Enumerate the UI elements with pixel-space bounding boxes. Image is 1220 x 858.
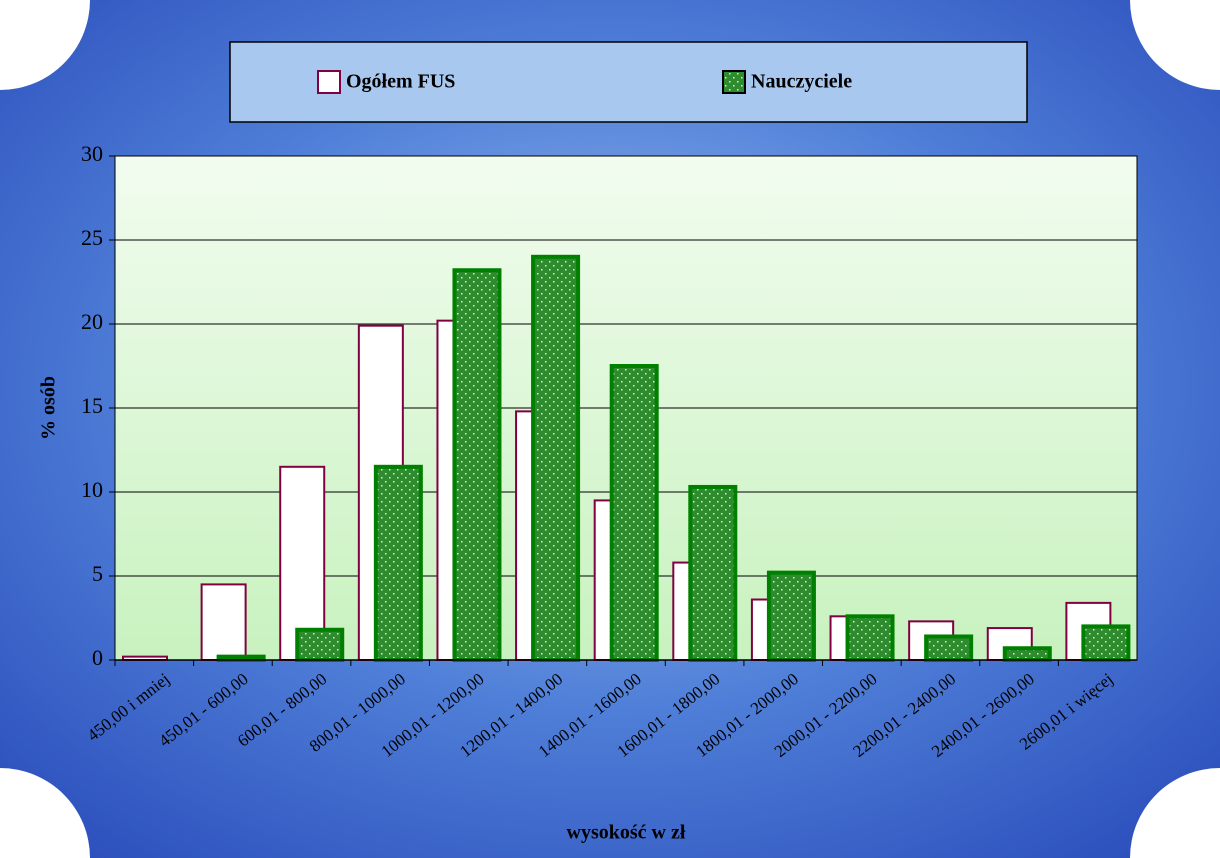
legend-label: Nauczyciele (751, 71, 852, 93)
legend-swatch (722, 70, 746, 94)
y-tick-label: 30 (81, 141, 103, 166)
y-tick-label: 5 (92, 561, 103, 586)
bar (200, 583, 247, 662)
bar (452, 268, 502, 662)
bar (688, 484, 738, 662)
bar (845, 614, 895, 663)
bar (531, 254, 581, 662)
bar (373, 464, 423, 662)
y-axis-label: % osób (38, 376, 60, 440)
bar (295, 627, 345, 663)
y-tick-label: 25 (81, 225, 103, 250)
x-axis-label: wysokość w zł (567, 822, 686, 844)
y-tick-label: 10 (81, 477, 103, 502)
bar (1002, 646, 1052, 662)
y-tick-label: 15 (81, 393, 103, 418)
legend-swatch (317, 70, 341, 94)
bar (609, 364, 659, 662)
legend-box (229, 41, 1028, 123)
y-tick-label: 20 (81, 309, 103, 334)
bar (924, 634, 974, 662)
bar (766, 570, 816, 663)
legend-label: Ogółem FUS (346, 71, 455, 93)
y-tick-label: 0 (92, 645, 103, 670)
bar (1081, 624, 1131, 663)
